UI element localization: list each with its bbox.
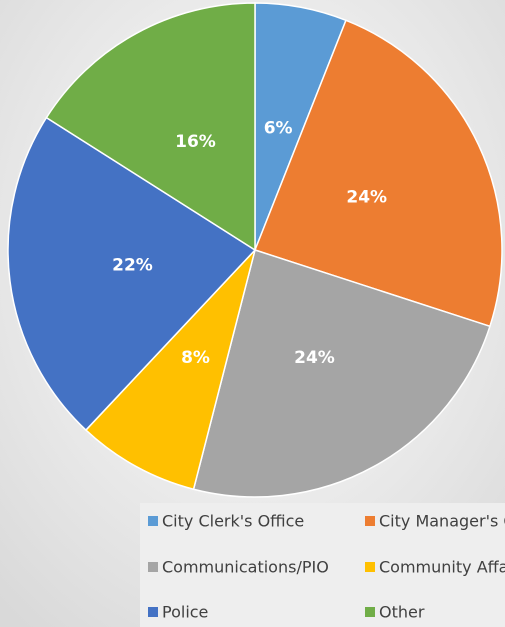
pie-slice <box>192 249 491 498</box>
legend-swatch <box>148 562 158 572</box>
data-label: 6% <box>264 119 293 139</box>
data-label: 8% <box>181 348 210 368</box>
legend-label: Communications/PIO <box>162 558 329 577</box>
data-label: 24% <box>294 348 335 368</box>
data-label: 24% <box>346 187 387 207</box>
pie-slice <box>45 2 256 252</box>
legend-swatch <box>365 516 375 526</box>
data-label: 22% <box>112 255 153 275</box>
legend-label: City Manager's Office <box>379 512 505 531</box>
legend-swatch <box>365 607 375 617</box>
pie-slice <box>254 19 503 328</box>
legend-swatch <box>148 516 158 526</box>
legend-label: Community Affairs <box>379 558 505 577</box>
legend-label: Police <box>162 603 208 622</box>
pie-slice <box>84 249 256 491</box>
legend-label: Other <box>379 603 425 622</box>
data-label: 16% <box>175 132 216 152</box>
legend-box <box>140 503 505 627</box>
legend-label: City Clerk's Office <box>162 512 304 531</box>
legend-swatch <box>365 562 375 572</box>
pie-slice <box>7 116 257 432</box>
legend-swatch <box>148 607 158 617</box>
